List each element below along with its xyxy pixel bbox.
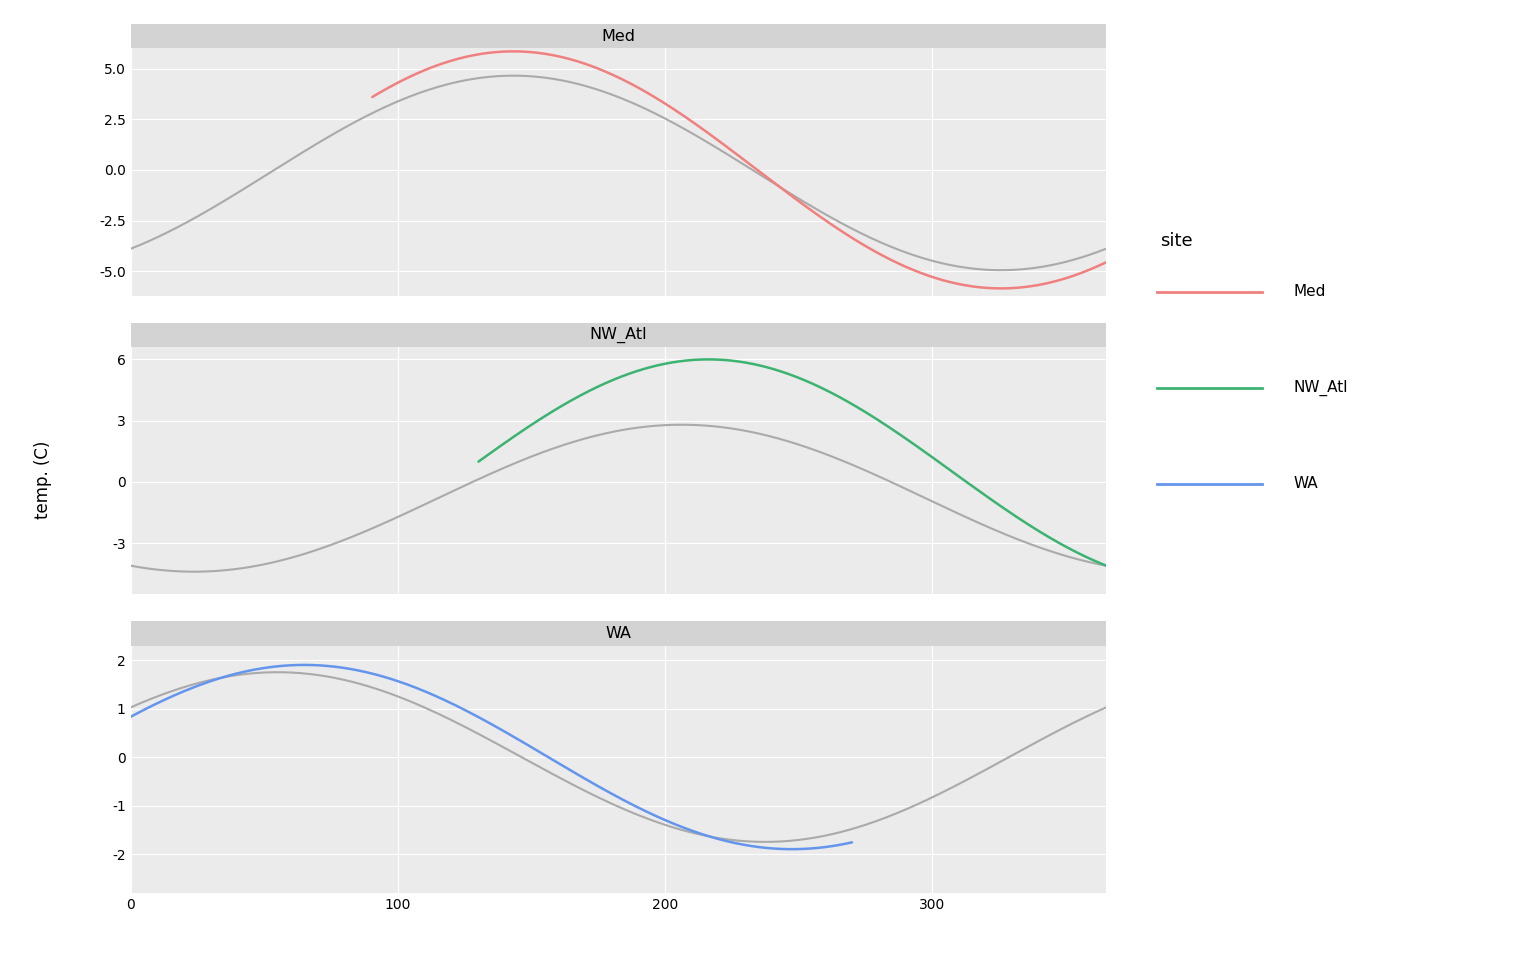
Text: temp. (C): temp. (C) xyxy=(34,441,52,519)
Bar xyxy=(131,621,1106,646)
Bar xyxy=(131,323,1106,348)
Bar xyxy=(131,24,1106,48)
Text: Med: Med xyxy=(1293,284,1326,300)
Text: WA: WA xyxy=(1293,476,1318,492)
Text: site: site xyxy=(1160,231,1192,250)
Text: NW_Atl: NW_Atl xyxy=(1293,380,1347,396)
Text: WA: WA xyxy=(605,626,631,641)
Text: Med: Med xyxy=(601,29,636,44)
Text: NW_Atl: NW_Atl xyxy=(590,326,647,343)
